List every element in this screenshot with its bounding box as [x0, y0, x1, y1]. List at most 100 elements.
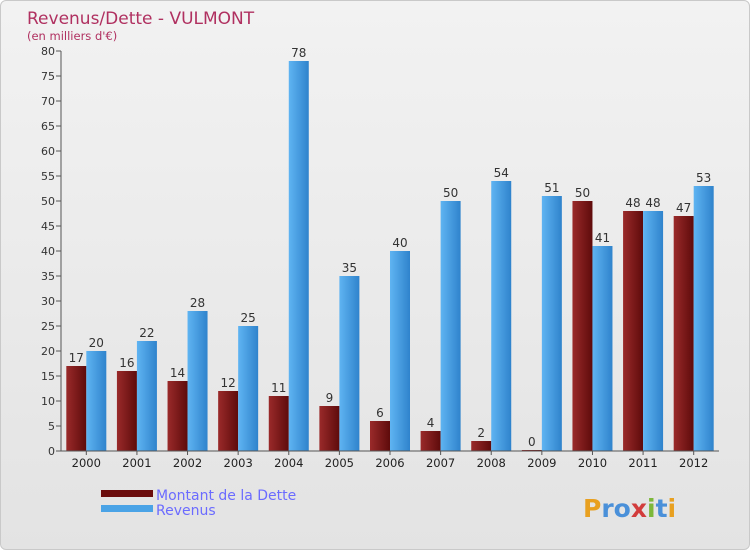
value-label-revenue: 35	[342, 261, 357, 275]
bar-revenue	[187, 311, 208, 451]
bar-debt	[218, 391, 239, 451]
value-label-debt: 48	[625, 196, 640, 210]
value-label-debt: 6	[376, 406, 384, 420]
logo-letter: t	[656, 494, 668, 523]
legend-swatch-revenue	[101, 505, 153, 512]
y-tick-label: 60	[41, 145, 55, 158]
value-label-debt: 50	[575, 186, 590, 200]
logo-letter: r	[601, 494, 614, 523]
logo-letter: o	[614, 494, 631, 523]
y-tick-label: 0	[48, 445, 55, 458]
value-label-revenue: 25	[241, 311, 256, 325]
bar-debt	[572, 201, 593, 451]
bar-debt	[623, 211, 644, 451]
y-tick-label: 65	[41, 120, 55, 133]
value-label-revenue: 20	[89, 336, 104, 350]
logo-letter: i	[668, 494, 677, 523]
bar-revenue	[390, 251, 410, 451]
value-label-debt: 9	[326, 391, 334, 405]
x-tick-label: 2009	[527, 456, 556, 470]
bar-revenue	[440, 201, 461, 451]
value-label-debt: 17	[69, 351, 84, 365]
y-tick-label: 80	[41, 45, 55, 58]
y-axis: 0 5 10 15 20 25 30 35 40 45 50 55 60 65 70 75 80	[41, 45, 62, 458]
bar-debt	[370, 421, 390, 451]
value-label-debt: 2	[477, 426, 485, 440]
y-tick-label: 15	[41, 370, 55, 383]
y-tick-label: 70	[41, 95, 55, 108]
y-tick-label: 40	[41, 245, 55, 258]
legend-label-revenue: Revenus	[156, 503, 216, 519]
value-label-revenue: 53	[696, 171, 711, 185]
x-tick-label: 2003	[224, 456, 253, 470]
y-tick-label: 45	[41, 220, 55, 233]
bar-revenue	[693, 186, 714, 451]
legend-swatch-debt	[101, 490, 153, 497]
legend-label-debt: Montant de la Dette	[156, 488, 296, 504]
bar-revenue	[86, 351, 107, 451]
logo-letter: x	[631, 494, 647, 523]
value-label-debt: 14	[170, 366, 185, 380]
legend: Montant de la Dette Revenus	[101, 488, 296, 519]
x-tick-label: 2011	[628, 456, 657, 470]
x-tick-label: 2004	[274, 456, 303, 470]
bar-revenue	[643, 211, 664, 451]
bar-revenue	[136, 341, 157, 451]
bar-revenue	[541, 196, 562, 451]
x-tick-label: 2000	[72, 456, 101, 470]
value-label-revenue: 41	[595, 231, 610, 245]
bar-debt	[420, 431, 441, 451]
y-tick-label: 5	[48, 420, 55, 433]
bar-debt	[268, 396, 289, 451]
y-tick-label: 25	[41, 320, 55, 333]
y-tick-label: 55	[41, 170, 55, 183]
value-label-revenue: 40	[392, 236, 407, 250]
value-label-debt: 4	[427, 416, 435, 430]
x-tick-label: 2007	[426, 456, 455, 470]
y-tick-label: 20	[41, 345, 55, 358]
value-label-debt: 16	[119, 356, 134, 370]
y-tick-label: 50	[41, 195, 55, 208]
bar-debt	[471, 441, 492, 451]
value-label-revenue: 48	[645, 196, 660, 210]
value-label-debt: 0	[528, 435, 536, 449]
x-tick-label: 2010	[578, 456, 607, 470]
value-label-revenue: 78	[291, 46, 306, 60]
value-label-revenue: 51	[544, 181, 559, 195]
bar-revenue	[288, 61, 309, 451]
y-tick-label: 35	[41, 270, 55, 283]
x-tick-label: 2001	[122, 456, 151, 470]
bar-revenue	[592, 246, 613, 451]
bar-revenue	[339, 276, 360, 451]
x-tick-label: 2005	[325, 456, 354, 470]
y-tick-label: 75	[41, 70, 55, 83]
bar-revenue	[491, 181, 512, 451]
logo-letter: i	[647, 494, 656, 523]
bar-debt	[319, 406, 340, 451]
chart-subtitle: (en milliers d'€)	[27, 29, 117, 43]
logo-letter: P	[583, 494, 601, 523]
bar-revenue	[238, 326, 259, 451]
value-label-revenue: 50	[443, 186, 458, 200]
proxiti-logo: Proxiti	[583, 494, 676, 523]
value-label-debt: 12	[221, 376, 236, 390]
bar-debt	[673, 216, 694, 451]
value-label-debt: 11	[271, 381, 286, 395]
bar-group: 17 20 16 22 14 28 12 25 11 78 9 35 6 40 4 50 2 54 0 51 50 41 4…	[66, 46, 714, 451]
bar-debt	[167, 381, 188, 451]
x-tick-label: 2008	[477, 456, 506, 470]
chart-title: Revenus/Dette - VULMONT	[27, 9, 255, 29]
value-label-revenue: 28	[190, 296, 205, 310]
x-tick-label: 2006	[375, 456, 404, 470]
bar-debt	[66, 366, 87, 451]
x-tick-label: 2012	[679, 456, 708, 470]
y-tick-label: 30	[41, 295, 55, 308]
y-tick-label: 10	[41, 395, 55, 408]
bar-debt	[116, 371, 137, 451]
x-axis: 2000 2001 2002 2003 2004 2005 2006 2007 2008 2009…	[61, 450, 719, 470]
x-tick-label: 2002	[173, 456, 202, 470]
value-label-revenue: 54	[494, 166, 509, 180]
value-label-revenue: 22	[139, 326, 154, 340]
